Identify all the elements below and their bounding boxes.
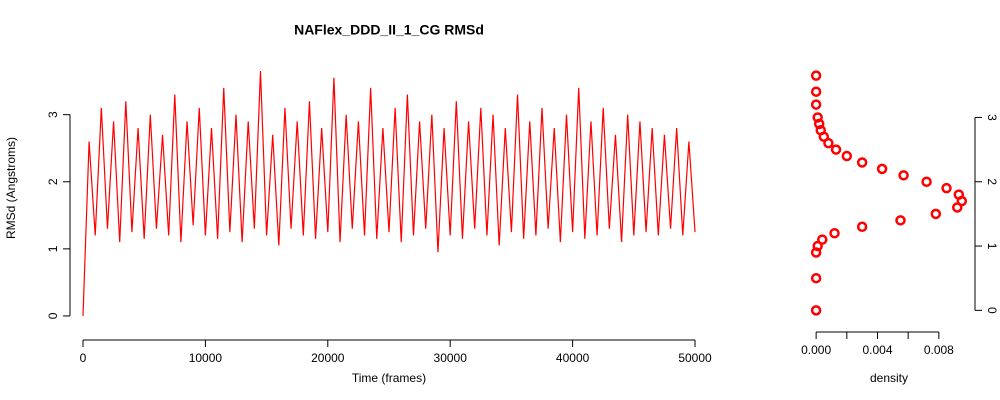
density-point xyxy=(898,170,909,181)
y-axis-label: RMSd (Angstroms) xyxy=(4,137,18,239)
density-point xyxy=(921,176,932,187)
density-point xyxy=(829,227,840,239)
density-point xyxy=(810,247,822,258)
x-tick-label: 10000 xyxy=(189,351,223,365)
density-point xyxy=(810,99,822,110)
density-point xyxy=(817,234,828,245)
density-point xyxy=(810,305,822,316)
density-point xyxy=(953,189,965,200)
density-point xyxy=(815,125,826,136)
data-line xyxy=(82,71,696,316)
y-tick-label: 3 xyxy=(985,114,999,121)
density-point xyxy=(930,208,942,220)
y-tick-label: 0 xyxy=(985,307,999,314)
density-point xyxy=(941,182,952,194)
density-point xyxy=(830,144,842,155)
y-tick-label: 2 xyxy=(46,178,60,185)
y-tick-label: 1 xyxy=(46,245,60,252)
density-point xyxy=(812,112,823,123)
x-tick-label: 40000 xyxy=(556,351,590,365)
x-axis-label: density xyxy=(870,371,908,385)
density-point xyxy=(813,118,825,130)
x-tick-label: 50000 xyxy=(678,351,712,365)
density-point xyxy=(810,86,822,97)
density-point xyxy=(841,150,853,162)
y-tick-label: 2 xyxy=(985,178,999,185)
y-tick-label: 0 xyxy=(46,312,60,319)
chart-title: NAFlex_DDD_II_1_CG RMSd xyxy=(294,22,484,38)
y-tick-label: 1 xyxy=(985,243,999,250)
y-tick-label: 3 xyxy=(46,111,60,118)
density-point xyxy=(876,163,888,175)
density-point xyxy=(810,70,822,81)
density-point xyxy=(856,221,868,233)
x-tick-label: 0.000 xyxy=(801,343,831,357)
x-axis-label: Time (frames) xyxy=(352,371,426,385)
density-point xyxy=(856,157,868,168)
x-tick-label: 20000 xyxy=(311,351,345,365)
x-tick-label: 30000 xyxy=(434,351,468,365)
x-tick-label: 0 xyxy=(80,351,87,365)
density-point xyxy=(810,272,822,284)
x-tick-label: 0.004 xyxy=(862,343,892,357)
density-point xyxy=(895,215,906,226)
x-tick-label: 0.008 xyxy=(924,343,954,357)
